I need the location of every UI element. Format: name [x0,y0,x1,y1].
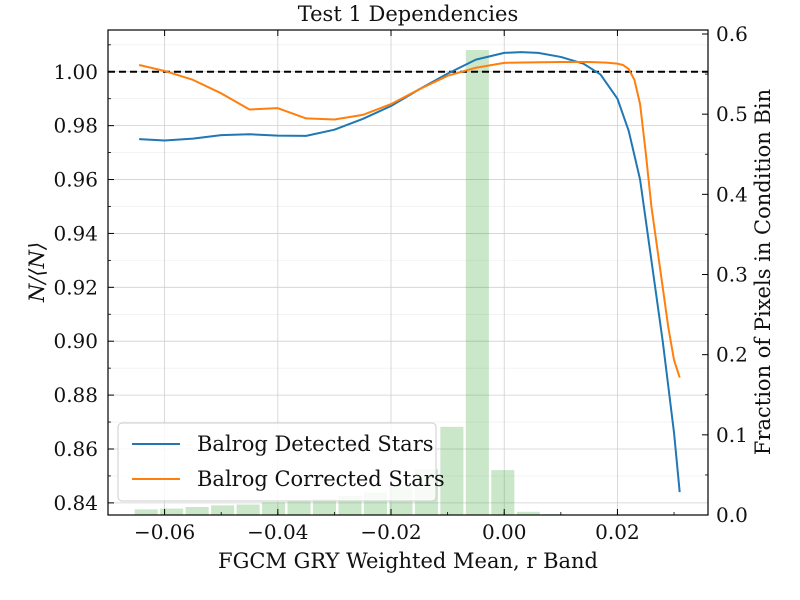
y-tick-label: 0.86 [53,437,98,461]
y2-tick-label: 0.0 [716,503,748,527]
legend-box [117,422,437,502]
histogram-bar [185,506,209,515]
y2-tick-label: 0.1 [716,423,748,447]
x-axis-label: FGCM GRY Weighted Mean, r Band [218,549,598,573]
y2-axis-label: Fraction of Pixels in Condition Bin [751,89,775,455]
y-tick-label: 1.00 [53,60,98,84]
y-tick-label: 0.90 [53,329,98,353]
y2-tick-label: 0.4 [716,182,748,206]
histogram-bars [134,50,566,515]
x-tick-label: 0.00 [482,520,527,544]
y2-tick-label: 0.2 [716,343,748,367]
series-line-0 [139,51,681,493]
histogram-bar [440,426,464,515]
y-tick-label: 0.88 [53,383,98,407]
x-tick-label: −0.02 [360,520,421,544]
y2-tick-label: 0.5 [716,102,748,126]
legend-label-detected: Balrog Detected Stars [197,432,434,456]
y-tick-label: 0.84 [53,491,98,515]
histogram-bar [465,50,489,515]
histogram-bar [516,511,540,515]
y2-tick-label: 0.6 [716,22,748,46]
series-line-1 [138,61,681,378]
y2-tick-label: 0.3 [716,263,748,287]
legend: Balrog Detected Stars Balrog Corrected S… [117,422,445,502]
chart-title: Test 1 Dependencies [298,2,518,26]
histogram-bar [211,505,235,515]
y-tick-label: 0.98 [53,114,98,138]
y-axis-label: N/⟨N⟩ [25,242,49,303]
plot-frame [107,29,709,516]
histogram-bar [287,501,311,515]
y-tick-label: 0.92 [53,275,98,299]
gridlines [108,30,708,515]
legend-label-corrected: Balrog Corrected Stars [197,467,445,491]
histogram-bar [262,502,286,515]
y-tick-label: 0.94 [53,221,98,245]
ticks [107,30,708,516]
x-tick-label: −0.06 [134,520,195,544]
x-tick-label: −0.04 [247,520,308,544]
histogram-bar [491,470,515,515]
y-tick-label: 0.96 [53,168,98,192]
histogram-bar [134,509,158,515]
histogram-bar [312,498,337,515]
series-lines [138,51,681,493]
histogram-bar [160,508,184,515]
x-tick-label: 0.02 [595,520,640,544]
histogram-bar [236,504,260,515]
tick-labels: −0.06 −0.04 −0.02 0.00 0.02 0.84 0.86 0.88 0.90 0… [53,22,747,544]
